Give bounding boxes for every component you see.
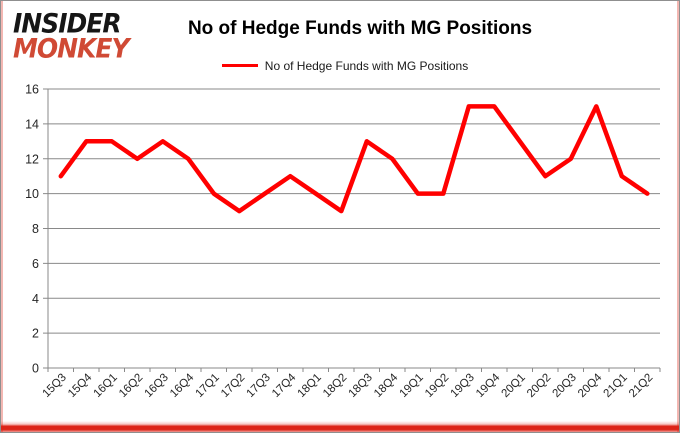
svg-text:4: 4 [32, 292, 39, 306]
svg-text:18Q2: 18Q2 [321, 372, 349, 400]
svg-text:21Q1: 21Q1 [601, 372, 629, 400]
svg-text:6: 6 [32, 257, 39, 271]
svg-text:16: 16 [25, 83, 39, 97]
svg-text:15Q3: 15Q3 [40, 372, 68, 400]
x-axis-labels: 15Q315Q416Q116Q216Q316Q417Q117Q217Q317Q4… [40, 371, 655, 400]
svg-text:19Q2: 19Q2 [423, 372, 451, 400]
y-axis-labels: 0 2 4 6 8 10 12 14 16 [25, 83, 39, 376]
svg-text:20Q3: 20Q3 [550, 372, 578, 400]
chart-legend: No of Hedge Funds with MG Positions [11, 59, 679, 73]
svg-text:19Q1: 19Q1 [397, 372, 425, 400]
svg-text:17Q3: 17Q3 [244, 372, 272, 400]
svg-text:15Q4: 15Q4 [66, 371, 95, 400]
svg-text:16Q3: 16Q3 [142, 372, 170, 400]
logo-text-insider: INSIDER [13, 7, 122, 40]
data-line [58, 104, 650, 214]
svg-text:17Q2: 17Q2 [219, 372, 247, 400]
svg-text:12: 12 [25, 152, 39, 166]
svg-text:20Q2: 20Q2 [525, 372, 553, 400]
svg-text:20Q4: 20Q4 [576, 371, 605, 400]
svg-text:19Q4: 19Q4 [474, 371, 503, 400]
svg-text:16Q4: 16Q4 [168, 371, 197, 400]
svg-text:10: 10 [25, 187, 39, 201]
svg-text:14: 14 [25, 117, 39, 131]
legend-label: No of Hedge Funds with MG Positions [264, 59, 469, 73]
svg-text:21Q2: 21Q2 [627, 372, 655, 400]
svg-text:8: 8 [32, 222, 39, 236]
svg-text:18Q1: 18Q1 [295, 372, 323, 400]
svg-text:17Q1: 17Q1 [193, 372, 221, 400]
svg-text:17Q4: 17Q4 [270, 371, 299, 400]
svg-text:20Q1: 20Q1 [499, 372, 527, 400]
svg-text:16Q1: 16Q1 [91, 372, 119, 400]
legend-line-swatch [221, 64, 258, 68]
gridlines [48, 88, 660, 334]
svg-text:18Q4: 18Q4 [372, 371, 401, 400]
svg-text:18Q3: 18Q3 [346, 372, 374, 400]
svg-text:0: 0 [32, 362, 39, 376]
chart-title: No of Hedge Funds with MG Positions [187, 18, 533, 39]
axis-ticks [43, 88, 661, 372]
svg-text:19Q3: 19Q3 [448, 372, 476, 400]
insider-monkey-logo: INSIDER MONKEY [13, 7, 130, 64]
svg-text:2: 2 [32, 327, 39, 341]
logo-text-monkey: MONKEY [13, 32, 130, 64]
svg-text:16Q2: 16Q2 [117, 372, 145, 400]
